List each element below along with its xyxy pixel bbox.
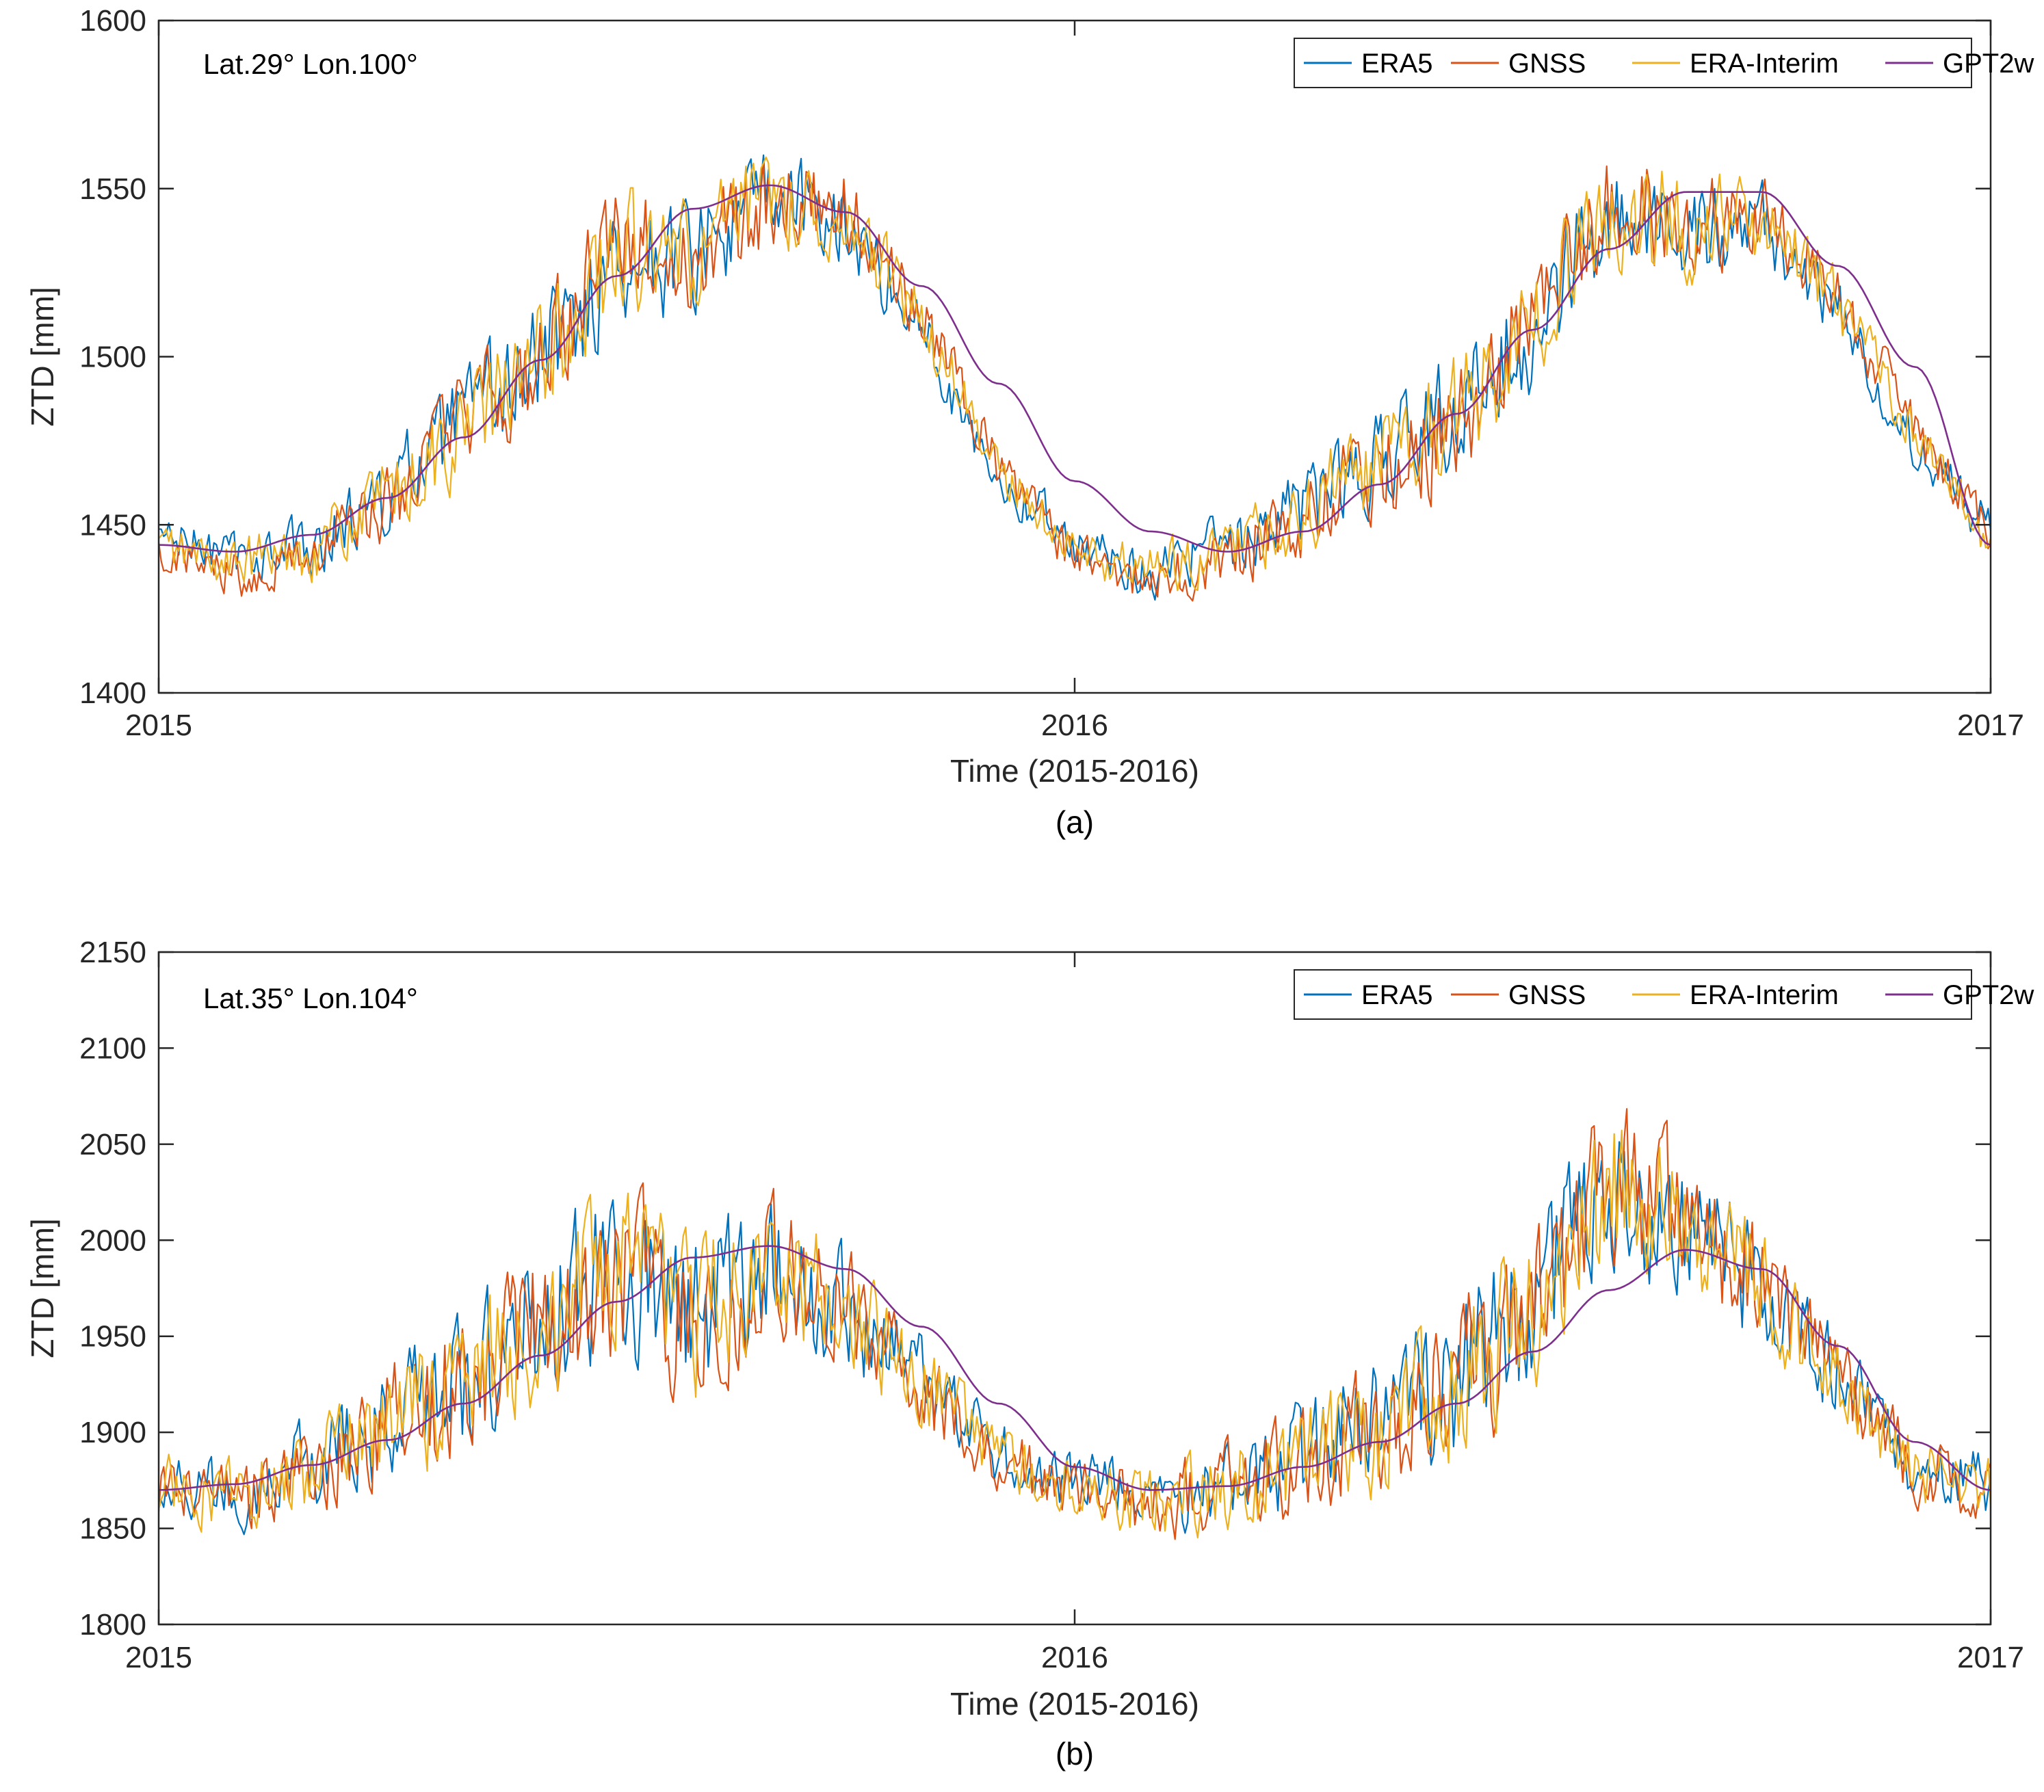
x-axis-title: Time (2015-2016) bbox=[950, 753, 1199, 789]
x-tick-label: 2017 bbox=[1957, 1641, 2024, 1674]
series-line-gpt2w bbox=[159, 184, 1991, 553]
y-tick-label: 1900 bbox=[79, 1416, 146, 1449]
legend: ERA5 GNSS ERA-Interim GPT2w bbox=[1294, 969, 2034, 1020]
location-annotation: Lat.29° Lon.100° bbox=[203, 48, 418, 80]
legend-label: GPT2w bbox=[1943, 49, 2034, 79]
y-tick-label: 1600 bbox=[79, 4, 146, 38]
y-axis-title: ZTD [mm] bbox=[25, 287, 60, 426]
series-line-gnss bbox=[159, 161, 1991, 602]
y-tick-label: 1550 bbox=[79, 172, 146, 206]
legend: ERA5 GNSS ERA-Interim GPT2w bbox=[1294, 38, 2034, 88]
y-tick-label: 2150 bbox=[79, 936, 146, 969]
legend-label: GPT2w bbox=[1943, 980, 2034, 1010]
y-tick-label: 1950 bbox=[79, 1320, 146, 1354]
series-group bbox=[159, 1108, 1991, 1540]
x-tick-label: 2015 bbox=[125, 1641, 192, 1674]
y-tick-label: 1500 bbox=[79, 341, 146, 374]
location-annotation: Lat.35° Lon.104° bbox=[203, 982, 418, 1014]
y-tick-label: 2050 bbox=[79, 1128, 146, 1161]
legend-label: GNSS bbox=[1508, 49, 1586, 79]
plot-area bbox=[159, 21, 1991, 693]
series-line-gpt2w bbox=[159, 1245, 1991, 1491]
panel-caption: (b) bbox=[1056, 1736, 1094, 1771]
panel-caption: (a) bbox=[1056, 804, 1094, 840]
y-tick-label: 1850 bbox=[79, 1512, 146, 1546]
series-line-era-interim bbox=[159, 1129, 1991, 1539]
chart-panel-a: 1400 1450 1500 1550 1600 2015 2016 2017 Time (20… bbox=[25, 4, 2034, 840]
series-group bbox=[159, 154, 1991, 602]
legend-label: ERA-Interim bbox=[1690, 49, 1839, 79]
chart-panel-b: 1800 1850 1900 1950 2000 2050 2100 2150 2015 2016… bbox=[25, 936, 2034, 1771]
x-tick-label: 2016 bbox=[1041, 1641, 1108, 1674]
series-line-era-interim bbox=[159, 156, 1991, 592]
y-axis-title: ZTD [mm] bbox=[25, 1218, 60, 1358]
y-tick-label: 2000 bbox=[79, 1224, 146, 1257]
legend-label: ERA5 bbox=[1361, 49, 1433, 79]
legend-label: ERA-Interim bbox=[1690, 980, 1839, 1010]
series-line-era5 bbox=[159, 1141, 1991, 1536]
series-line-era5 bbox=[159, 154, 1991, 601]
y-tick-label: 1800 bbox=[79, 1608, 146, 1642]
legend-label: ERA5 bbox=[1361, 980, 1433, 1010]
x-axis-title: Time (2015-2016) bbox=[950, 1686, 1199, 1722]
plot-area bbox=[159, 952, 1991, 1624]
x-tick-label: 2016 bbox=[1041, 709, 1108, 742]
y-tick-label: 2100 bbox=[79, 1031, 146, 1065]
y-tick-label: 1450 bbox=[79, 508, 146, 542]
y-tick-label: 1400 bbox=[79, 676, 146, 710]
legend-label: GNSS bbox=[1508, 980, 1586, 1010]
x-tick-label: 2017 bbox=[1957, 709, 2024, 742]
x-tick-label: 2015 bbox=[125, 709, 192, 742]
